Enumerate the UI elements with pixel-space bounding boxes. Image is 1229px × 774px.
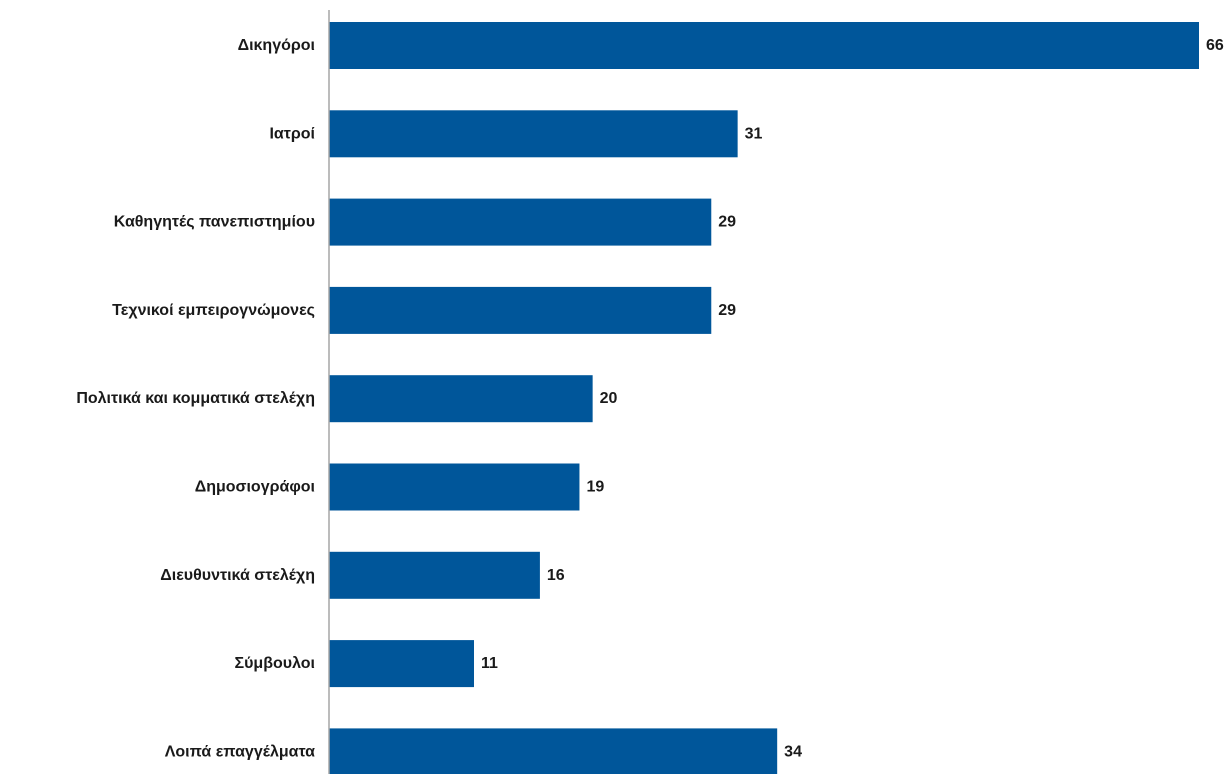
value-label-3: 29 <box>718 302 736 319</box>
value-label-7: 11 <box>481 655 498 672</box>
category-label-6: Διευθυντικά στελέχη <box>160 567 315 584</box>
category-label-2: Καθηγητές πανεπιστημίου <box>114 214 315 231</box>
value-label-4: 20 <box>600 390 618 407</box>
bar-2 <box>329 198 712 246</box>
bar-8 <box>329 728 778 774</box>
value-label-6: 16 <box>547 567 565 584</box>
bar-4 <box>329 375 593 423</box>
value-label-1: 31 <box>745 125 763 142</box>
category-label-8: Λοιπά επαγγέλματα <box>165 743 315 760</box>
bar-7 <box>329 640 474 688</box>
category-label-3: Τεχνικοί εμπειρογνώμονες <box>112 302 315 319</box>
value-labels-layer: 66 31 29 29 20 19 16 11 34 <box>481 37 1224 760</box>
value-label-0: 66 <box>1206 37 1224 54</box>
bar-1 <box>329 110 738 158</box>
category-label-1: Ιατροί <box>269 125 315 142</box>
value-label-8: 34 <box>784 743 802 760</box>
category-label-4: Πολιτικά και κομματικά στελέχη <box>76 390 315 407</box>
category-label-5: Δημοσιογράφοι <box>195 479 315 496</box>
category-label-7: Σύμβουλοι <box>235 655 315 672</box>
bar-0 <box>329 22 1199 69</box>
bar-6 <box>329 551 540 599</box>
value-label-5: 19 <box>586 479 604 496</box>
bars-layer <box>329 22 1199 774</box>
category-labels-layer: Δικηγόροι Ιατροί Καθηγητές πανεπιστημίου Τε… <box>76 37 315 760</box>
bar-5 <box>329 463 580 511</box>
bar-3 <box>329 286 712 334</box>
value-label-2: 29 <box>718 214 736 231</box>
category-label-0: Δικηγόροι <box>238 37 315 54</box>
